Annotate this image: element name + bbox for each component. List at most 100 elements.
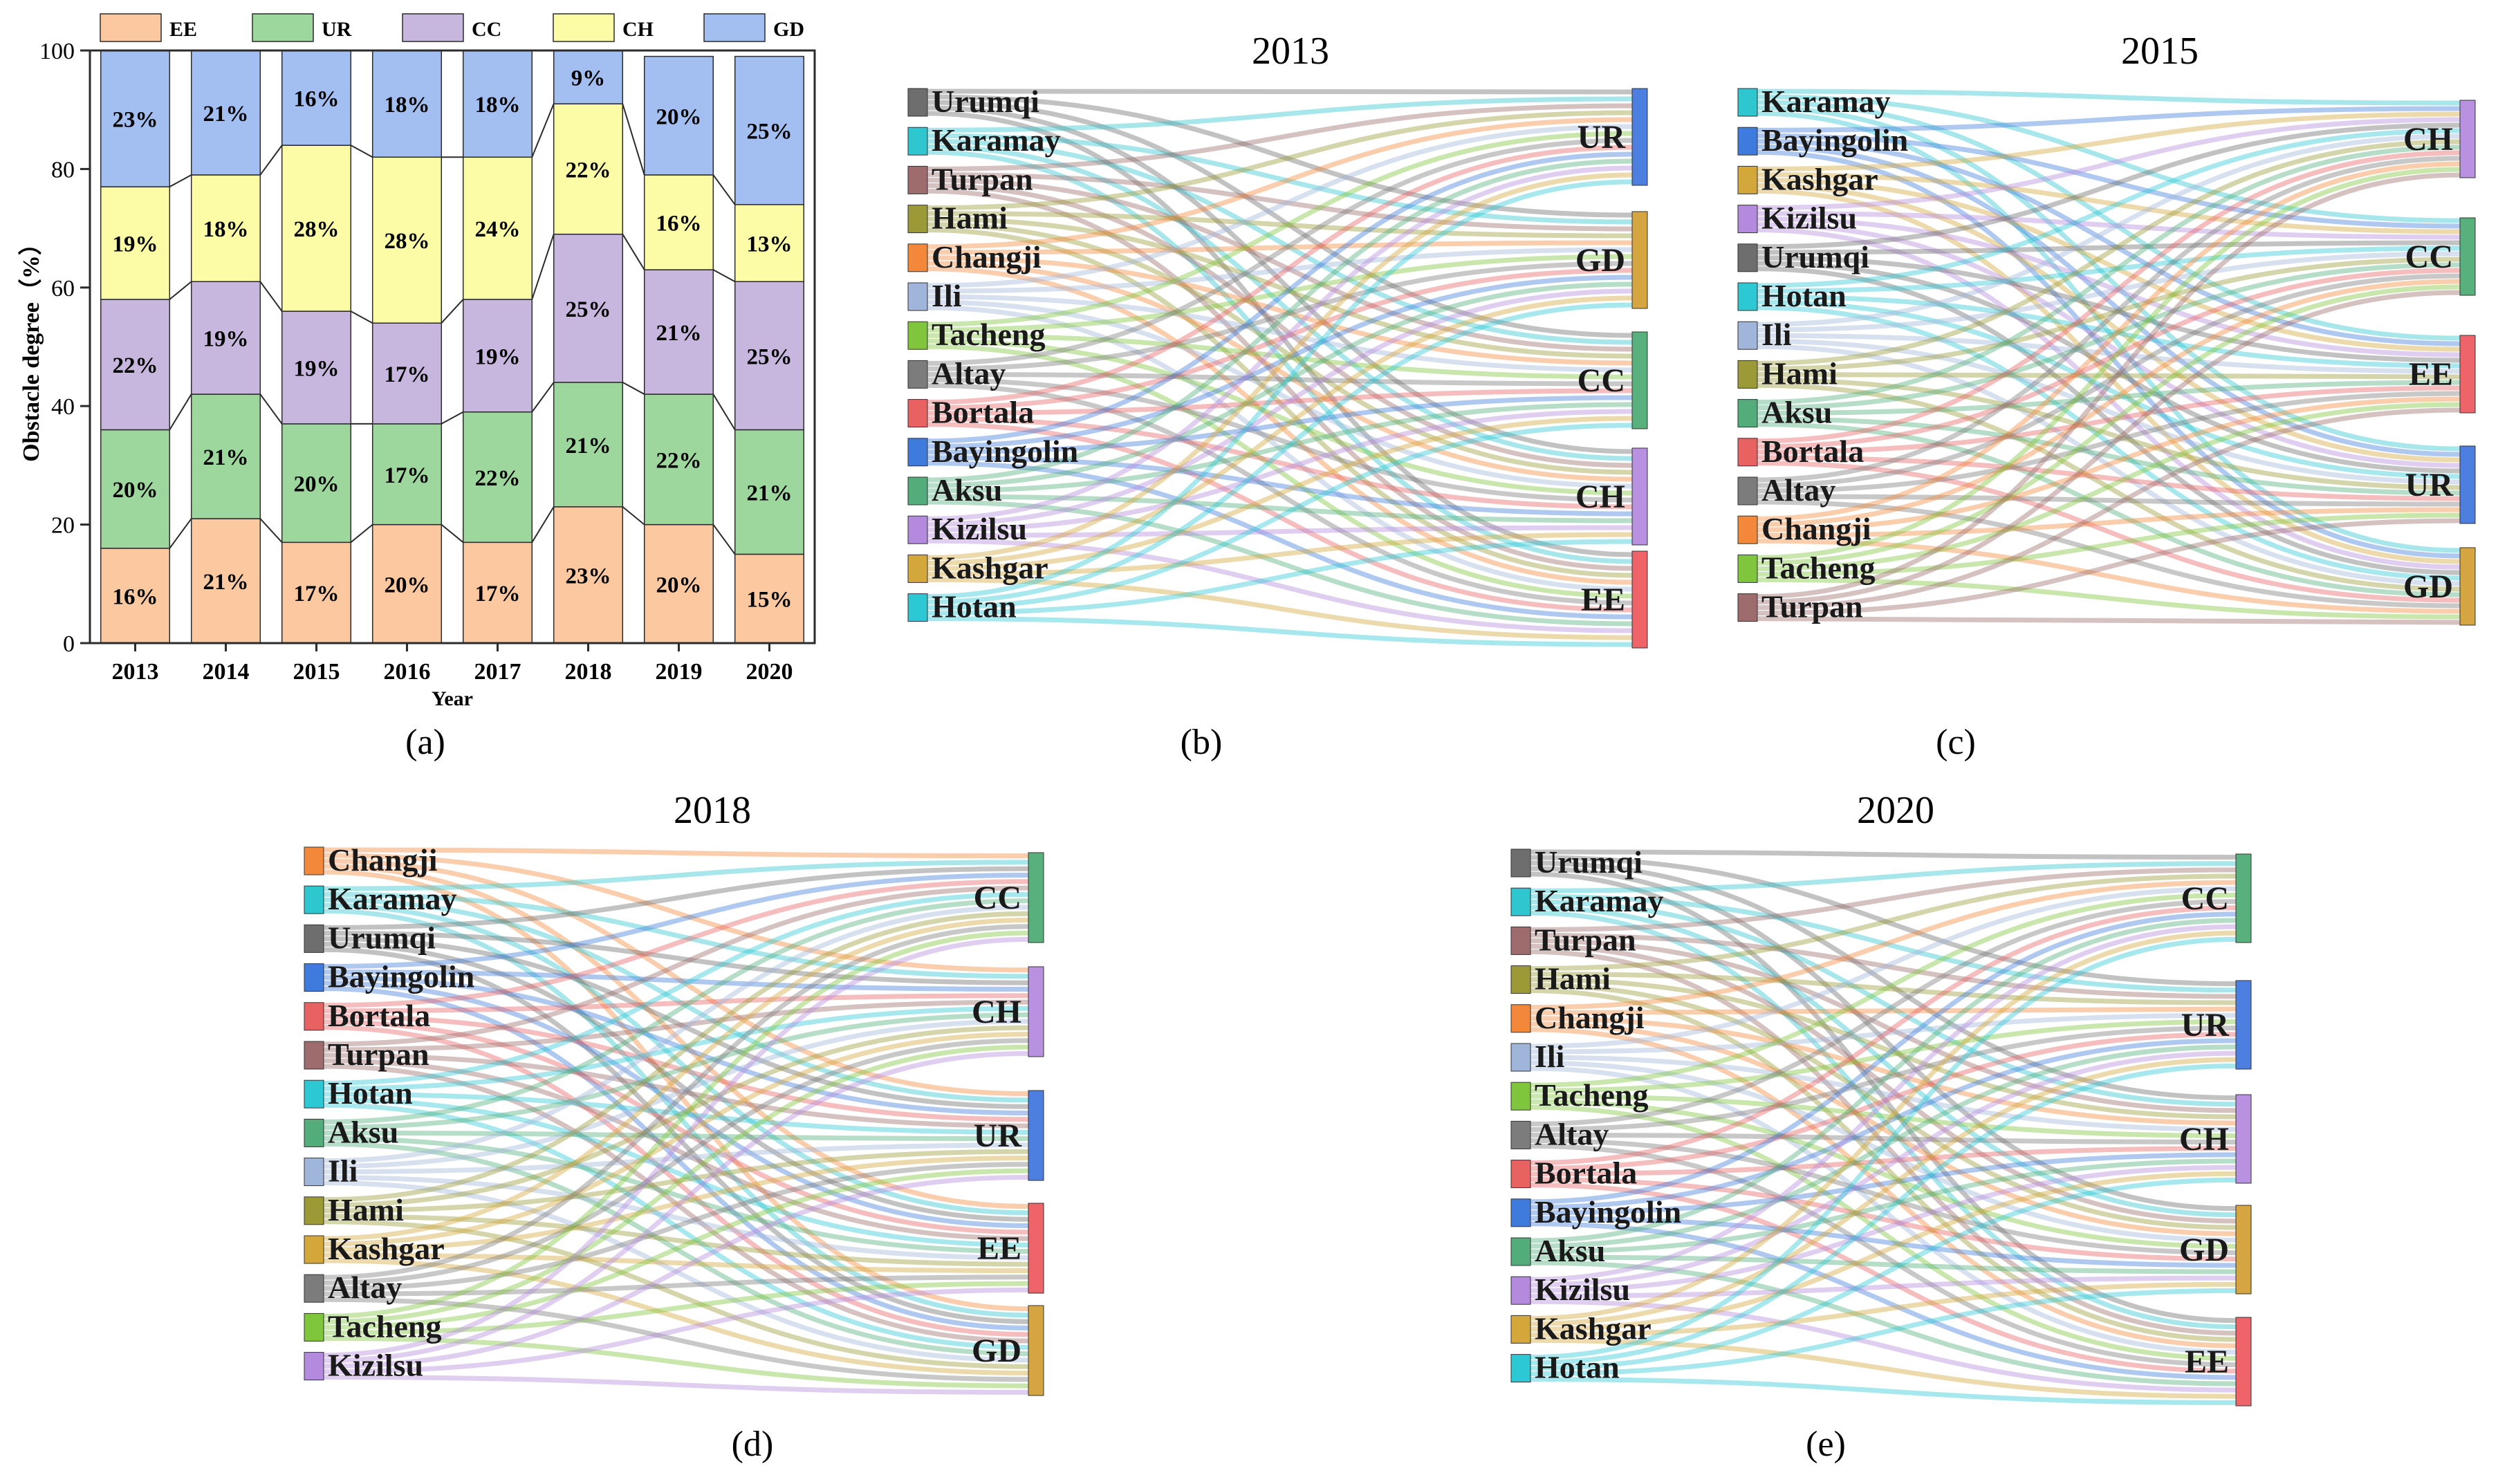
target-label-ee: EE [2409, 356, 2453, 393]
legend-swatch-CH [553, 13, 615, 42]
sankey-link [323, 1050, 1029, 1364]
source-node-changji [1510, 1004, 1531, 1033]
sankey-link [323, 891, 1029, 1086]
sankey-link [1757, 122, 2461, 250]
sankey-link [927, 275, 1633, 449]
bar-label: 25% [566, 297, 611, 322]
sankey-link [1757, 183, 2461, 463]
sankey-link [1757, 144, 2461, 457]
sankey-link [1757, 171, 2461, 234]
source-label-kashgar: Kashgar [1761, 161, 1878, 196]
source-node-altay [907, 360, 928, 389]
stack-connector-line [169, 393, 192, 431]
legend-label-EE: EE [169, 18, 197, 41]
sankey-link [927, 171, 1633, 232]
source-node-turpan [304, 1041, 324, 1070]
source-label-hotan: Hotan [328, 1075, 413, 1111]
target-node-ch [2459, 100, 2476, 178]
sankey-link [1530, 983, 2237, 1230]
sankey-link [1530, 1171, 2237, 1332]
sankey-link [1757, 188, 2461, 564]
sankey-link [1530, 1055, 2237, 1132]
bar-label: 21% [747, 481, 793, 506]
sankey-link [1757, 290, 2461, 605]
bar-segment-EE-2016 [371, 523, 443, 644]
sankey-link [1757, 402, 2461, 571]
sankey-link [323, 1180, 1029, 1363]
source-node-bortala [1737, 438, 1758, 467]
source-label-aksu: Aksu [1761, 395, 1832, 430]
sankey-link [1530, 1275, 2237, 1299]
stack-connector-line [259, 281, 283, 312]
source-label-kashgar: Kashgar [328, 1231, 445, 1266]
sankey-link [927, 494, 1633, 523]
source-label-bortala: Bortala [1535, 1156, 1637, 1191]
source-node-hotan [1737, 282, 1758, 311]
bar-label: 20% [294, 472, 340, 497]
stack-connector-line [712, 174, 736, 205]
sankey-link [323, 1287, 1029, 1375]
sankey-link [1530, 905, 2237, 1218]
sankey-title: 2015 [2121, 30, 2199, 73]
sankey-link [1530, 911, 2237, 1205]
sankey-link [927, 96, 1633, 133]
sankey-link [1530, 1044, 2237, 1249]
sankey-link [323, 1014, 1029, 1122]
source-label-ili: Ili [1761, 317, 1792, 352]
sankey-link [323, 1102, 1029, 1350]
sankey-link [323, 1258, 1029, 1375]
source-node-ili [907, 282, 928, 311]
sankey-link [1530, 1132, 2237, 1145]
sankey-link [323, 1175, 1029, 1261]
source-node-urumqi [1737, 243, 1758, 272]
stack-connector-line [350, 523, 373, 544]
sankey-link [323, 1058, 1029, 1241]
sankey-link [1757, 499, 2461, 609]
sankey-link [927, 261, 1633, 371]
sankey-link [1757, 105, 2461, 452]
sankey-link [323, 936, 1029, 1358]
sankey-link [927, 616, 1633, 647]
sankey-link [1530, 1027, 2237, 1348]
bar-label: 15% [747, 588, 793, 613]
bar-segment-CH-2013 [100, 186, 171, 300]
sankey-link [927, 105, 1633, 454]
source-node-urumqi [304, 924, 324, 953]
sankey-link [927, 222, 1633, 475]
sankey-link [1757, 100, 2461, 341]
sankey-link [323, 869, 1029, 1312]
bar-segment-UR-2016 [371, 423, 443, 526]
sankey-link [323, 1032, 1029, 1247]
sankey-link [323, 1162, 1029, 1291]
source-label-karamay: Karamay [328, 881, 457, 916]
sankey-link [323, 860, 1029, 891]
source-label-turpan: Turpan [328, 1037, 429, 1072]
sankey-link [1757, 89, 2461, 106]
bar-label: 16% [656, 212, 702, 236]
bar-segment-CC-2020 [734, 281, 805, 431]
sankey-link [927, 254, 1633, 333]
bar-label: 21% [203, 102, 249, 127]
target-node-cc [1028, 852, 1044, 943]
bar-segment-EE-2015 [281, 541, 352, 644]
sankey-link [1530, 1099, 2237, 1249]
bar-label: 17% [385, 463, 430, 488]
bar-segment-GD-2014 [190, 50, 261, 176]
bar-label: 23% [566, 564, 611, 588]
bar-label: 22% [566, 158, 611, 183]
sankey-link [1757, 407, 2461, 611]
sankey-link [927, 261, 1633, 482]
stack-connector-line [531, 382, 555, 413]
target-node-ee [1631, 550, 1648, 649]
source-node-turpan [1510, 926, 1531, 955]
sankey-link [1757, 333, 2461, 374]
sankey-link [1530, 1012, 2237, 1055]
sankey-link [1530, 1104, 2237, 1361]
sankey-link [1757, 577, 2461, 620]
legend-label-CC: CC [472, 18, 501, 41]
sankey-link [323, 1281, 1029, 1335]
source-label-ili: Ili [1535, 1039, 1565, 1074]
sankey-link [1530, 1146, 2237, 1177]
sankey-link [927, 247, 1633, 294]
